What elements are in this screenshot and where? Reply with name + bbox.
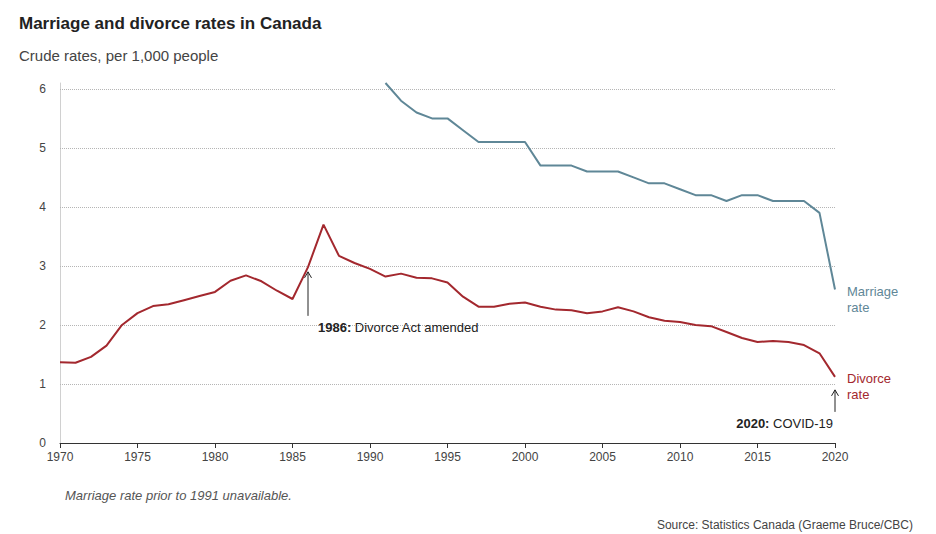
svg-text:Divorce Act amended: Divorce Act amended xyxy=(351,320,478,335)
svg-text:1985: 1985 xyxy=(279,450,306,464)
svg-text:2010: 2010 xyxy=(667,450,694,464)
svg-text:5: 5 xyxy=(39,141,46,155)
svg-text:COVID-19: COVID-19 xyxy=(769,416,833,431)
svg-text:1990: 1990 xyxy=(357,450,384,464)
svg-text:Divorce: Divorce xyxy=(847,371,895,386)
svg-text:rate: rate xyxy=(847,387,869,402)
svg-text:Crude rates, per 1,000 people: Crude rates, per 1,000 people xyxy=(19,47,218,64)
svg-text:2020: 2020 xyxy=(822,450,849,464)
svg-text:2020:: 2020: xyxy=(736,416,769,431)
svg-text:2005: 2005 xyxy=(589,450,616,464)
svg-text:Marriage rate prior to 1991 un: Marriage rate prior to 1991 unavailable. xyxy=(65,488,292,503)
svg-text:Source: Statistics Canada (Gra: Source: Statistics Canada (Graeme Bruce/… xyxy=(657,518,913,532)
svg-text:2: 2 xyxy=(39,318,46,332)
svg-text:2015: 2015 xyxy=(744,450,771,464)
svg-text:4: 4 xyxy=(39,200,46,214)
svg-text:1970: 1970 xyxy=(47,450,74,464)
svg-text:2000: 2000 xyxy=(512,450,539,464)
svg-text:0: 0 xyxy=(39,436,46,450)
svg-text:1986:: 1986: xyxy=(318,320,351,335)
svg-text:1975: 1975 xyxy=(124,450,151,464)
svg-text:1: 1 xyxy=(39,377,46,391)
svg-text:1980: 1980 xyxy=(202,450,229,464)
svg-text:Marriage: Marriage xyxy=(847,284,902,299)
svg-text:1995: 1995 xyxy=(434,450,461,464)
svg-text:3: 3 xyxy=(39,259,46,273)
svg-text:Marriage and divorce rates in: Marriage and divorce rates in Canada xyxy=(19,14,322,33)
svg-text:rate: rate xyxy=(847,300,869,315)
svg-text:6: 6 xyxy=(39,82,46,96)
